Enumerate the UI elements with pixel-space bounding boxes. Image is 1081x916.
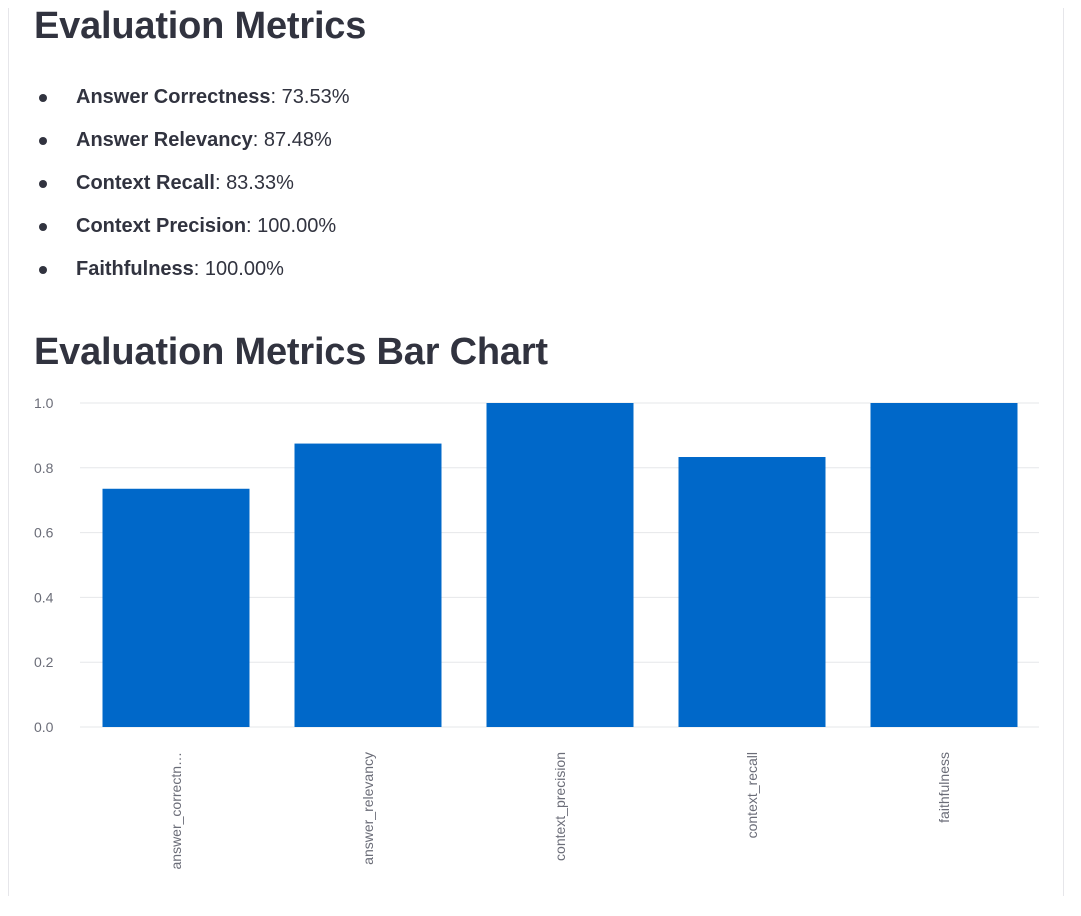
bar-answer-correctn[interactable] bbox=[102, 488, 250, 727]
x-axis-labels: answer_correctn… answer_relevancy context_… bbox=[168, 752, 952, 870]
bar-context-recall[interactable] bbox=[678, 457, 826, 727]
metric-name: Faithfulness bbox=[76, 258, 194, 280]
chart-heading: Evaluation Metrics Bar Chart bbox=[34, 331, 548, 373]
metrics-list: Answer Correctness: 73.53% Answer Releva… bbox=[34, 76, 350, 291]
bullet-icon bbox=[39, 137, 47, 145]
metric-value: 73.53% bbox=[281, 86, 350, 108]
bullet-icon bbox=[39, 266, 47, 274]
bar-faithfulness[interactable] bbox=[870, 403, 1018, 727]
bullet-icon bbox=[39, 180, 47, 188]
metric-name: Answer Correctness bbox=[76, 86, 271, 108]
y-tick-label: 0.6 bbox=[34, 525, 54, 541]
frame-right-border bbox=[1063, 8, 1064, 896]
metric-item-answer-relevancy: Answer Relevancy: 87.48% bbox=[34, 119, 350, 162]
x-tick-label: context_recall bbox=[744, 752, 760, 838]
metric-item-faithfulness: Faithfulness: 100.00% bbox=[34, 248, 350, 291]
metric-name: Context Recall bbox=[76, 172, 215, 194]
y-tick-label: 0.2 bbox=[34, 654, 54, 670]
x-tick-label: faithfulness bbox=[936, 752, 952, 823]
y-tick-label: 1.0 bbox=[34, 395, 54, 411]
y-tick-label: 0.4 bbox=[34, 589, 54, 605]
bullet-icon bbox=[39, 223, 47, 231]
y-tick-label: 0.0 bbox=[34, 719, 54, 735]
metric-item-context-precision: Context Precision: 100.00% bbox=[34, 205, 350, 248]
y-axis-ticks: 0.0 0.2 0.4 0.6 0.8 1.0 bbox=[34, 395, 54, 735]
metric-name: Context Precision bbox=[76, 215, 247, 237]
metric-value: 100.00% bbox=[204, 258, 284, 280]
metric-value: 83.33% bbox=[226, 172, 294, 194]
metric-item-answer-correctness: Answer Correctness: 73.53% bbox=[34, 76, 350, 119]
metric-item-context-recall: Context Recall: 83.33% bbox=[34, 162, 350, 205]
frame-left-border bbox=[8, 8, 9, 896]
bar-context-precision[interactable] bbox=[486, 403, 634, 727]
x-tick-label: context_precision bbox=[552, 752, 568, 861]
metric-value: 87.48% bbox=[263, 129, 332, 151]
bullet-icon bbox=[39, 94, 47, 102]
x-tick-label: answer_relevancy bbox=[360, 752, 376, 865]
y-tick-label: 0.8 bbox=[34, 460, 54, 476]
metric-name: Answer Relevancy bbox=[76, 129, 253, 151]
x-tick-label: answer_correctn… bbox=[168, 752, 184, 870]
metric-value: 100.00% bbox=[257, 215, 337, 237]
page-title: Evaluation Metrics bbox=[34, 5, 367, 47]
bar-answer-relevancy[interactable] bbox=[294, 443, 442, 727]
chart-bars[interactable] bbox=[102, 403, 1018, 727]
